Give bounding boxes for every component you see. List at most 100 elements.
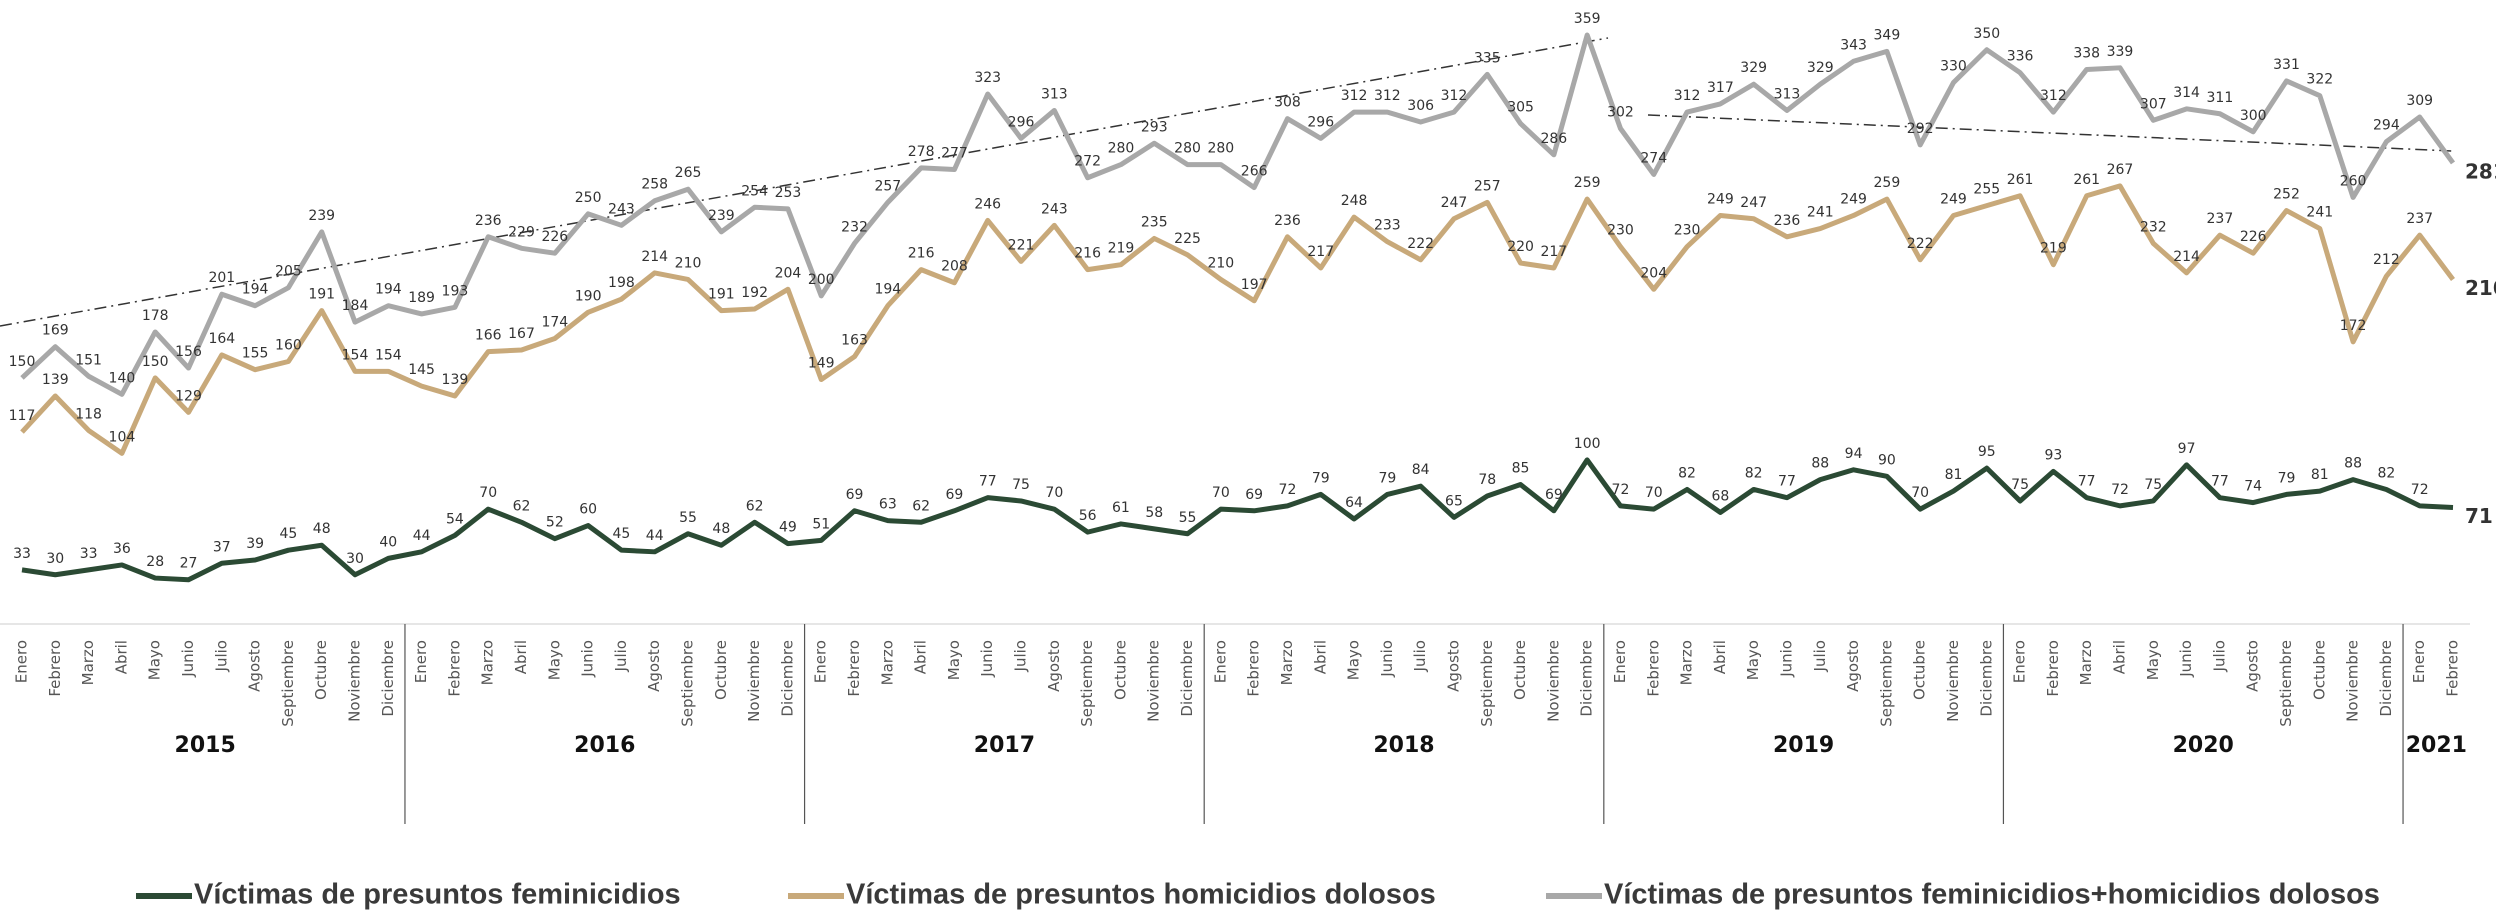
data-label: 58	[1145, 505, 1163, 521]
data-label: 150	[142, 354, 169, 370]
month-label: Agosto	[246, 640, 264, 692]
data-label: 174	[541, 315, 568, 331]
month-label: Enero	[412, 640, 430, 683]
data-label: 154	[342, 347, 369, 363]
data-label: 28	[146, 554, 164, 570]
legend-label: Víctimas de presuntos feminicidios	[194, 879, 681, 911]
data-label: 237	[2406, 211, 2433, 227]
month-label: Agosto	[1045, 640, 1063, 692]
data-label: 117	[9, 408, 36, 424]
data-label: 312	[1341, 88, 1368, 104]
data-label: 204	[775, 265, 802, 281]
data-label: 243	[608, 201, 635, 217]
data-label: 258	[641, 177, 668, 193]
data-label: 336	[2007, 49, 2034, 65]
month-label: Octubre	[1111, 640, 1129, 700]
data-label: 192	[741, 285, 768, 301]
data-label: 221	[1008, 237, 1035, 253]
month-label: Noviembre	[346, 640, 364, 722]
month-label: Junio	[1777, 640, 1795, 678]
data-label: 312	[1674, 88, 1701, 104]
data-label: 225	[1174, 231, 1201, 247]
data-label: 247	[1441, 195, 1468, 211]
month-label: Septiembre	[1877, 640, 1895, 727]
series-line	[20, 183, 2455, 456]
data-label: 250	[575, 190, 602, 206]
data-label: 305	[1507, 100, 1534, 116]
data-label: 253	[775, 185, 802, 201]
data-label: 317	[1707, 80, 1734, 96]
data-label: 155	[242, 346, 269, 362]
data-label: 236	[475, 213, 502, 229]
data-label: 312	[1374, 88, 1401, 104]
data-label: 193	[442, 283, 469, 299]
data-label: 191	[708, 287, 735, 303]
data-label: 79	[2278, 470, 2296, 486]
data-label: 329	[1740, 60, 1767, 76]
data-label: 222	[1407, 236, 1434, 252]
data-label: 72	[1612, 482, 1630, 498]
data-label: 62	[746, 498, 764, 514]
data-label: 248	[1341, 193, 1368, 209]
data-label: 312	[2040, 88, 2067, 104]
data-label: 62	[513, 498, 531, 514]
data-label: 97	[2178, 441, 2196, 457]
month-label: Marzo	[878, 640, 896, 685]
data-label: 194	[375, 282, 402, 298]
month-label: Enero	[2410, 640, 2428, 683]
data-label: 249	[1940, 191, 1967, 207]
year-label: 2018	[1373, 733, 1434, 758]
data-label: 81	[2311, 467, 2329, 483]
data-label: 69	[846, 487, 864, 503]
data-label: 198	[608, 275, 635, 291]
data-label: 246	[974, 196, 1001, 212]
series-line	[21, 457, 2454, 583]
data-label: 40	[379, 534, 397, 550]
data-label: 45	[613, 526, 631, 542]
month-label: Agosto	[1444, 640, 1462, 692]
data-label: 93	[2044, 447, 2062, 463]
month-label: Abril	[912, 640, 930, 674]
month-label: Julio	[1411, 640, 1429, 672]
legend: Víctimas de presuntos feminicidios Víctim…	[136, 879, 2380, 911]
data-label: 79	[1312, 470, 1330, 486]
data-label: 277	[941, 146, 968, 162]
data-label: 232	[841, 219, 868, 235]
data-label: 216	[908, 246, 935, 262]
data-label: 236	[1274, 213, 1301, 229]
month-label: Septiembre	[1478, 640, 1496, 727]
month-label: Abril	[1311, 640, 1329, 674]
month-label: Enero	[1611, 640, 1629, 683]
data-label: 166	[475, 328, 502, 344]
data-label: 69	[946, 487, 964, 503]
data-label: 210	[675, 255, 702, 271]
data-label: 322	[2306, 72, 2333, 88]
month-label: Febrero	[845, 640, 863, 697]
data-label: 260	[2340, 173, 2367, 189]
data-label: 65	[1445, 493, 1463, 509]
data-label: 48	[712, 521, 730, 537]
month-label: Octubre	[312, 640, 330, 700]
year-label: 2020	[2173, 733, 2234, 758]
month-label: Mayo	[945, 640, 963, 680]
data-label: 280	[1207, 141, 1234, 157]
year-label: 2015	[175, 733, 236, 758]
month-label: Diciembre	[2377, 640, 2395, 717]
data-label: 178	[142, 308, 169, 324]
data-label: 154	[375, 347, 402, 363]
data-label: 230	[1607, 223, 1634, 239]
data-label: 323	[974, 70, 1001, 86]
data-label: 189	[408, 290, 435, 306]
month-label: Noviembre	[1145, 640, 1163, 722]
data-label: 232	[2140, 219, 2167, 235]
data-label: 241	[1807, 205, 1834, 221]
data-label: 338	[2073, 45, 2100, 61]
data-label: 214	[641, 249, 668, 265]
data-label: 68	[1711, 488, 1729, 504]
data-label: 293	[1141, 119, 1168, 135]
data-label: 306	[1407, 98, 1434, 114]
data-label: 204	[1640, 265, 1667, 281]
data-label: 44	[646, 528, 664, 544]
data-label: 309	[2406, 93, 2433, 109]
